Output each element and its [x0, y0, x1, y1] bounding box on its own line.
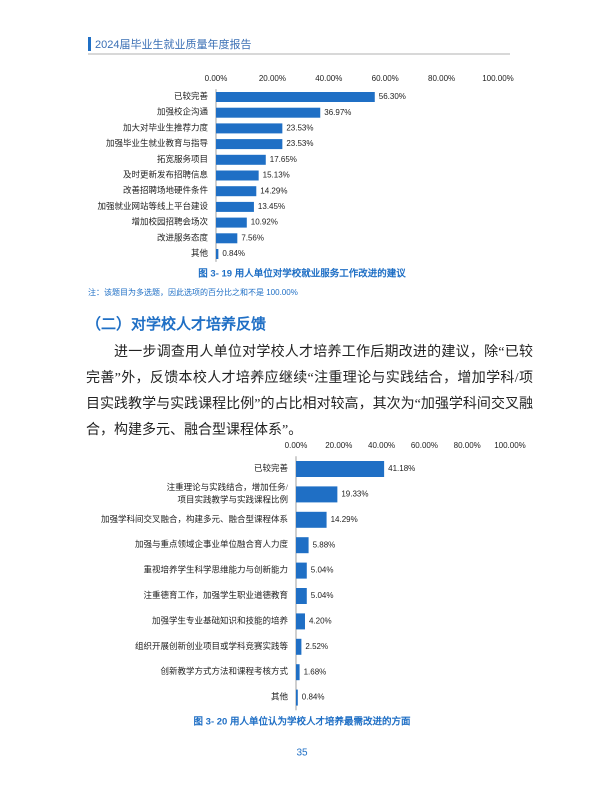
value-label: 36.97%: [324, 108, 351, 117]
paragraph: 进一步调查用人单位对学校人才培养工作后期改进的建议，除“已较完善”外，反馈本校人…: [86, 345, 533, 438]
category-label: 创新教学方式方法和课程考核方式: [160, 666, 288, 676]
category-label: 加强校企沟通: [157, 107, 209, 117]
bar: [216, 139, 283, 150]
header-title: 2024届毕业生就业质量年度报告: [95, 37, 251, 51]
category-label: 改进服务态度: [157, 232, 209, 242]
value-label: 15.13%: [263, 171, 290, 180]
bar: [216, 186, 257, 197]
chart-caption: 图 3- 20 用人单位认为学校人才培养最需改进的方面: [194, 716, 411, 728]
bar: [216, 201, 254, 212]
value-label: 1.68%: [304, 667, 327, 676]
category-label: 其他: [191, 248, 209, 258]
bar: [216, 217, 247, 228]
x-tick-label: 80.00%: [454, 441, 481, 450]
x-tick-label: 100.00%: [482, 74, 514, 83]
category-label: 改善招聘场地硬件条件: [123, 185, 209, 195]
x-tick-label: 0.00%: [205, 74, 228, 83]
value-label: 14.29%: [260, 186, 287, 195]
value-label: 14.29%: [331, 515, 358, 524]
category-label: 其他: [271, 692, 289, 702]
category-label: 加强与重点领域企事业单位融合育人力度: [135, 539, 289, 549]
value-label: 19.33%: [341, 490, 368, 499]
category-label: 注重理论与实践结合，增加任务/项目实践教学与实践课程比例: [167, 482, 289, 505]
value-label: 5.04%: [311, 566, 334, 575]
value-label: 0.84%: [222, 249, 245, 258]
category-label: 已较完善: [174, 91, 209, 101]
x-tick-label: 60.00%: [411, 441, 438, 450]
category-label: 组织开展创新创业项目或学科竞赛实践等: [135, 641, 289, 651]
value-label: 2.52%: [305, 642, 328, 651]
value-label: 10.92%: [251, 218, 278, 227]
category-label: 加强学生专业基础知识和技能的培养: [152, 615, 289, 625]
bar: [216, 92, 375, 102]
bar: [296, 664, 300, 681]
chart-caption: 图 3- 19 用人单位对学校就业服务工作改进的建议: [198, 268, 406, 280]
bar: [216, 154, 266, 165]
category-label: 拓宽服务项目: [157, 154, 208, 164]
bar: [296, 537, 309, 554]
category-label: 注重德育工作，加强学生职业道德教育: [143, 590, 288, 600]
x-tick-label: 20.00%: [259, 74, 286, 83]
bar: [296, 511, 327, 528]
x-tick-label: 40.00%: [368, 441, 395, 450]
category-label: 加强毕业生就业教育与指导: [106, 138, 209, 148]
bar: [216, 123, 283, 134]
bar: [216, 170, 259, 181]
note: 注：该题目为多选题，因此选项的百分比之和不是 100.00%: [88, 287, 298, 297]
x-tick-label: 60.00%: [372, 74, 399, 83]
value-label: 7.56%: [241, 233, 264, 242]
value-label: 5.04%: [311, 591, 334, 600]
value-label: 13.45%: [258, 202, 285, 211]
value-label: 23.53%: [286, 124, 313, 133]
header-mark: [88, 37, 91, 51]
value-label: 4.20%: [309, 617, 332, 626]
bar: [296, 613, 305, 630]
category-label: 增加校园招聘会场次: [131, 217, 208, 227]
value-label: 41.18%: [388, 464, 415, 473]
category-label: 加强学科间交叉融合，构建多元、融合型课程体系: [101, 514, 288, 524]
bar: [216, 233, 238, 244]
page-number: 35: [296, 748, 308, 759]
category-label: 加大对毕业生推荐力度: [123, 122, 209, 132]
bar: [296, 588, 307, 604]
bar: [296, 638, 302, 655]
x-tick-label: 100.00%: [494, 441, 526, 450]
bar: [216, 249, 219, 259]
bar: [296, 461, 385, 477]
value-label: 23.53%: [286, 139, 313, 148]
value-label: 56.30%: [379, 92, 406, 101]
bar: [296, 486, 338, 503]
category-label: 加强就业网站等线上平台建设: [97, 201, 208, 211]
bar: [296, 562, 307, 579]
category-label: 及时更新发布招聘信息: [123, 169, 209, 179]
x-tick-label: 40.00%: [315, 74, 342, 83]
x-tick-label: 80.00%: [428, 74, 455, 83]
value-label: 17.65%: [270, 155, 297, 164]
category-label: 重视培养学生科学思维能力与创新能力: [143, 565, 288, 575]
bar: [216, 107, 321, 118]
x-tick-label: 0.00%: [285, 441, 308, 450]
value-label: 0.84%: [302, 693, 325, 702]
value-label: 5.88%: [313, 540, 336, 549]
category-label: 已较完善: [254, 463, 289, 473]
x-tick-label: 20.00%: [325, 441, 352, 450]
bar: [296, 689, 298, 706]
section-heading: （二）对学校人才培养反馈: [86, 315, 266, 333]
